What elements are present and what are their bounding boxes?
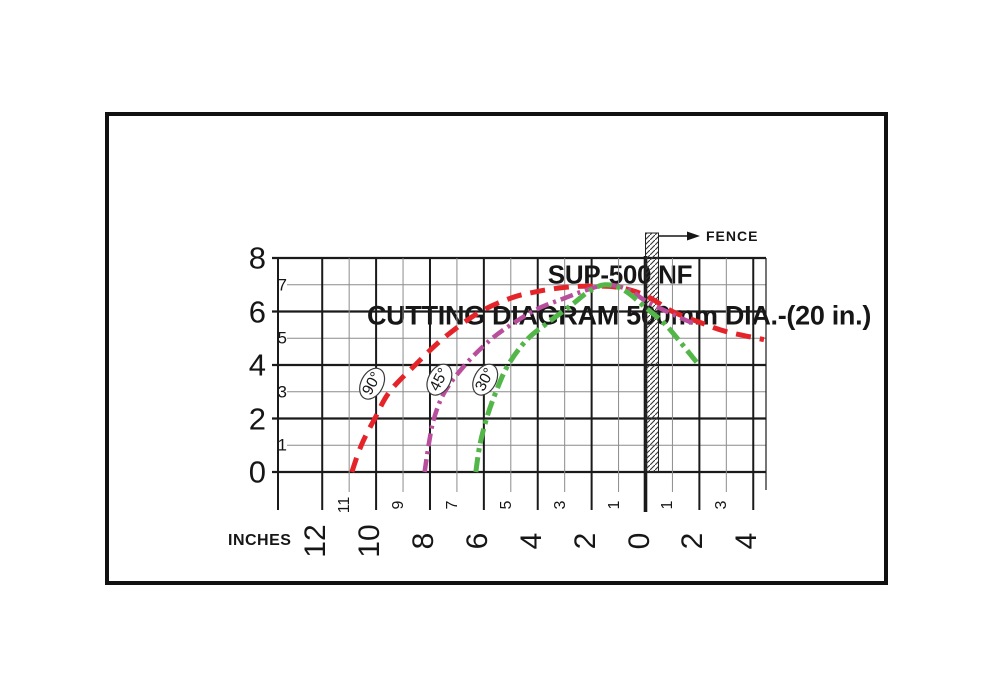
bubble-ellipse	[359, 367, 386, 400]
x-axis-major-label: 4	[514, 532, 548, 550]
x-axis-major-label: 2	[568, 532, 602, 550]
x-axis-minor-label: 3	[551, 500, 569, 510]
x-axis-minor-label: 1	[659, 500, 677, 510]
bubble-ellipse	[472, 363, 499, 396]
fence-bar	[645, 232, 659, 473]
x-axis-major-label: 0	[622, 532, 656, 550]
cut-capacity-45deg-curve	[422, 282, 698, 473]
x-axis-minor-label: 7	[443, 500, 461, 510]
fence-marker	[645, 231, 700, 473]
x-axis-unit-label: INCHES	[228, 532, 292, 549]
x-axis-minor-label: 11	[336, 496, 354, 514]
capacity-curves	[349, 282, 765, 473]
y-axis-major-label: 2	[248, 401, 266, 436]
diagram-subtitle: CUTTING DIAGRAM 500mm DIA.-(20 in.)	[366, 300, 872, 331]
bubble-ellipse	[426, 363, 453, 396]
y-axis-major-label: 8	[248, 240, 266, 276]
x-axis-major-label: 2	[676, 532, 710, 550]
x-axis-minor-label: 1	[605, 500, 623, 510]
angle-label-bubbles: 90° 45° 30°	[359, 363, 499, 400]
x-axis-minor-label: 3	[713, 500, 731, 510]
x-axis-major-label: 6	[460, 532, 494, 550]
x-axis-major-label: 12	[299, 524, 333, 558]
cut-capacity-90deg-curve	[349, 283, 765, 473]
y-axis-minor-label: 1	[277, 435, 287, 455]
fence-arrow-head	[687, 231, 700, 241]
y-axis-minor-label: 5	[277, 328, 287, 348]
x-axis-major-label: 10	[353, 524, 387, 558]
y-axis-major-label: 4	[248, 347, 266, 383]
y-axis-minor-label: 3	[277, 382, 287, 402]
y-axis-major-label: 0	[248, 454, 266, 490]
x-axis-minor-label: 5	[497, 500, 515, 510]
x-axis-major-label: 4	[730, 532, 764, 550]
y-axis-major-label: 6	[248, 294, 266, 329]
x-axis-major-label: 8	[406, 532, 440, 550]
x-axis-minor-label: 9	[390, 500, 408, 510]
fence-label: FENCE	[706, 228, 759, 244]
y-axis-minor-label: 7	[277, 275, 287, 295]
cut-capacity-30deg-curve	[473, 282, 699, 473]
